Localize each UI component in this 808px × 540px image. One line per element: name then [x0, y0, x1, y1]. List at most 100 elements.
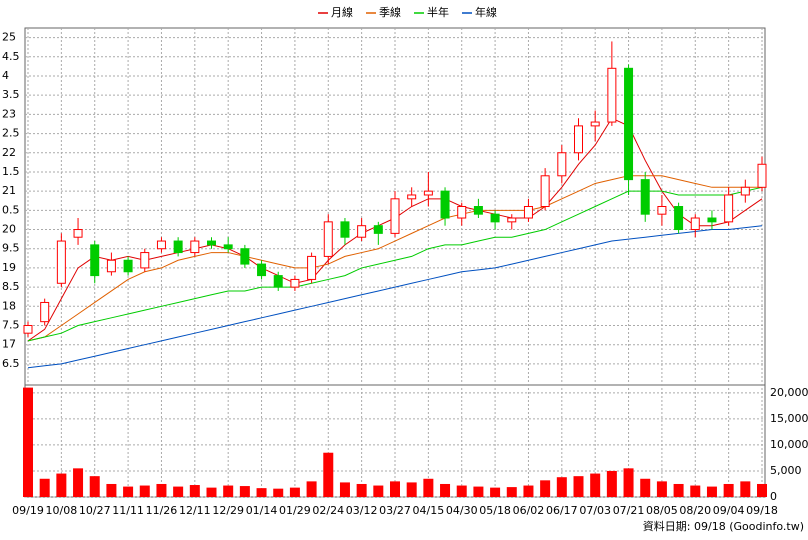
candle-body — [123, 259, 133, 273]
volume-bar — [256, 488, 267, 497]
candle-body — [323, 221, 333, 257]
x-tick-label: 10/27 — [79, 504, 111, 517]
x-tick-label: 04/30 — [446, 504, 478, 517]
candle-body — [590, 121, 600, 127]
volume-bar — [89, 476, 100, 497]
volume-bar — [56, 473, 67, 497]
y-tick-label: 8.5 — [2, 280, 20, 293]
y-tick-label: 1.5 — [2, 165, 20, 178]
volume-bar — [473, 486, 484, 497]
x-tick-label: 10/08 — [46, 504, 78, 517]
volume-bar — [506, 487, 517, 497]
volume-bar — [339, 482, 350, 497]
y-tick-label: 9.5 — [2, 242, 20, 255]
candle-body — [574, 125, 583, 154]
x-tick-label: 08/05 — [646, 504, 678, 517]
y-tick-label: 20 — [2, 223, 16, 236]
x-tick-label: 11/11 — [112, 504, 144, 517]
x-tick-label: 06/17 — [546, 504, 578, 517]
plot-frame — [24, 27, 766, 498]
candle-body — [340, 221, 350, 238]
volume-bar — [73, 468, 84, 497]
volume-bar — [440, 483, 451, 497]
y-tick-label: 7.5 — [2, 319, 20, 332]
candle-body — [624, 67, 634, 181]
x-tick-label: 12/29 — [212, 504, 244, 517]
volume-bar — [323, 452, 334, 497]
volume-bar — [690, 485, 701, 497]
candle-body — [407, 194, 417, 200]
x-tick-label: 09/18 — [746, 504, 778, 517]
candle-body — [40, 301, 50, 323]
candle-body — [156, 240, 166, 250]
volume-bar — [757, 483, 767, 497]
candle-body — [523, 206, 533, 219]
y2-tick-label: 0 — [770, 490, 777, 503]
candle-body — [223, 244, 233, 250]
y-tick-label: 18 — [2, 299, 16, 312]
candle-body — [73, 229, 83, 238]
x-tick-label: 12/11 — [179, 504, 211, 517]
candle-body — [473, 206, 483, 215]
x-tick-label: 06/02 — [513, 504, 545, 517]
candle-body — [607, 67, 617, 123]
volume-bar — [23, 387, 33, 497]
x-tick-label: 03/27 — [379, 504, 411, 517]
volume-bar — [623, 468, 634, 497]
y-tick-label: 2.5 — [2, 127, 20, 140]
volume-bar — [606, 470, 617, 497]
candle-body — [56, 240, 66, 284]
candle-body — [540, 175, 550, 208]
y-tick-label: 25 — [2, 31, 16, 44]
volume-bar — [673, 483, 684, 497]
candle-body — [90, 244, 100, 277]
x-tick-label: 07/03 — [579, 504, 611, 517]
candle-body — [373, 225, 383, 234]
volume-bar — [556, 477, 567, 497]
volume-bar — [590, 473, 601, 497]
legend-label: 季線 — [379, 5, 401, 19]
y-tick-label: 3.5 — [2, 88, 20, 101]
x-tick-label: 09/04 — [713, 504, 745, 517]
volume-bar — [356, 483, 367, 497]
candle-body — [290, 278, 300, 288]
volume-bar — [540, 480, 551, 497]
volume-bar — [706, 486, 717, 497]
candle-body — [423, 190, 433, 196]
volume-bar — [306, 481, 317, 497]
candle-body — [724, 194, 734, 223]
candle-body — [490, 213, 500, 223]
candle-body — [357, 225, 367, 238]
volume-bar — [189, 485, 200, 497]
volume-bar — [723, 483, 734, 497]
candle-body — [190, 240, 200, 254]
candle-body — [757, 163, 767, 188]
volume-bar — [573, 476, 584, 497]
volume-bar — [523, 485, 534, 497]
y-tick-label: 4 — [2, 69, 9, 82]
volume-bar — [139, 485, 150, 497]
candle-body — [740, 186, 750, 196]
y-tick-label: 21 — [2, 184, 16, 197]
legend-label: 年線 — [475, 5, 497, 19]
volume-bar — [223, 485, 234, 497]
legend-label: 月線 — [331, 5, 353, 19]
volume-bar — [206, 487, 217, 497]
candle-body — [674, 206, 684, 231]
candle-body — [106, 259, 116, 273]
y2-tick-label: 5,000 — [770, 464, 802, 477]
candle-body — [457, 206, 467, 219]
candle-body — [307, 255, 317, 280]
candle-body — [557, 152, 567, 177]
volume-bar — [156, 483, 167, 497]
x-tick-label: 11/26 — [146, 504, 178, 517]
y-tick-label: 4.5 — [2, 50, 20, 63]
candle-body — [273, 275, 283, 288]
volume-bar — [106, 483, 117, 497]
candle-body — [257, 263, 267, 277]
candle-body — [140, 252, 150, 269]
y2-tick-label: 20,000 — [770, 386, 808, 399]
y2-tick-label: 10,000 — [770, 438, 808, 451]
